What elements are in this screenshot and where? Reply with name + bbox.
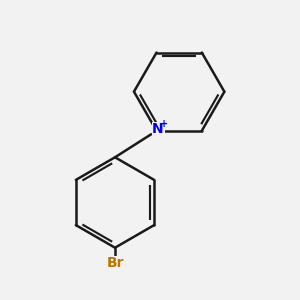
Text: Br: Br <box>106 256 124 271</box>
Text: +: + <box>160 119 168 129</box>
Text: N: N <box>152 122 164 136</box>
